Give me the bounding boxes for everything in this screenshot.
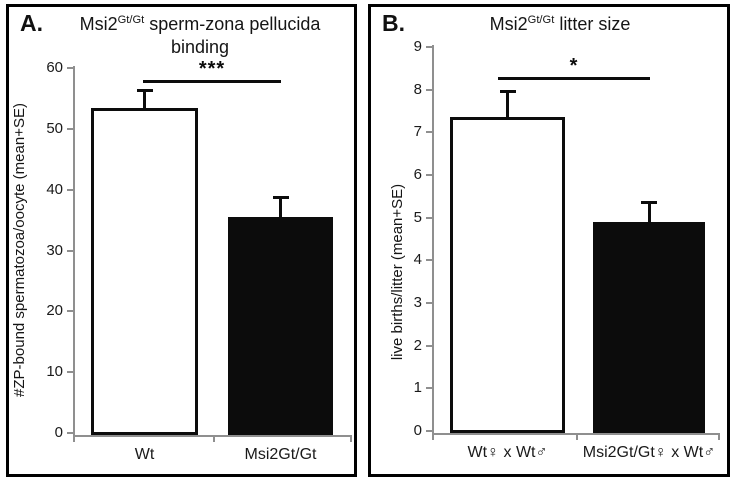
panel-a-title: Msi2Gt/Gt sperm-zona pellucida binding	[55, 13, 345, 59]
y-axis-tick	[426, 88, 432, 91]
y-tick-label: 10	[46, 363, 63, 381]
y-tick-label: 50	[46, 119, 63, 137]
y-tick-label: 30	[46, 241, 63, 259]
y-tick-label: 20	[46, 302, 63, 320]
y-axis-tick	[426, 430, 432, 432]
y-axis-tick	[426, 131, 432, 134]
x-axis-tick	[213, 435, 215, 442]
error-bar-stem	[279, 195, 282, 218]
error-bar-cap	[641, 200, 657, 204]
y-tick-label: 9	[413, 38, 422, 55]
error-bar-stem	[506, 89, 509, 118]
y-axis-tick	[426, 216, 432, 219]
error-bar-cap	[499, 89, 516, 93]
error-bar-stem	[143, 89, 146, 108]
x-axis-tick	[432, 433, 434, 440]
panel-label-b: B.	[382, 10, 405, 36]
x-axis	[73, 435, 352, 437]
y-axis-tick	[67, 310, 73, 313]
y-tick-label: 7	[413, 123, 422, 141]
error-bar-stem	[647, 200, 651, 222]
category-label: Wt♀ x Wt♂	[467, 444, 548, 461]
y-axis-tick	[426, 344, 432, 347]
panel-b: B. Msi2Gt/Gt litter size live births/lit…	[368, 4, 730, 477]
y-axis-tick	[426, 387, 432, 390]
y-tick-label: 60	[46, 59, 63, 76]
x-axis-tick	[718, 433, 720, 440]
y-axis-tick	[67, 432, 73, 434]
panel-b-title: Msi2Gt/Gt litter size	[410, 13, 710, 36]
bar-mutant	[228, 217, 333, 435]
y-axis-tick	[426, 302, 432, 304]
y-tick-label: 6	[413, 166, 422, 183]
significance-stars: ***	[198, 58, 226, 80]
panel-a-title-gene: Msi2	[79, 14, 118, 34]
y-tick-label: 3	[413, 294, 422, 311]
x-axis-tick	[576, 433, 578, 440]
y-axis-tick	[67, 127, 73, 130]
category-label: Msi2Gt/Gt	[244, 446, 317, 463]
y-axis-tick	[67, 371, 73, 374]
y-tick-label: 4	[413, 251, 422, 269]
y-tick-label: 0	[413, 422, 422, 439]
y-axis	[73, 66, 75, 437]
y-axis-tick	[67, 188, 73, 191]
y-tick-label: 1	[413, 379, 422, 397]
category-label: Msi2Gt/Gt♀ x Wt♂	[582, 444, 716, 461]
y-axis-tick	[426, 259, 432, 262]
y-tick-label: 0	[54, 424, 63, 441]
error-bar-cap	[272, 195, 289, 199]
significance-line	[498, 77, 650, 80]
x-axis-tick	[73, 435, 75, 442]
panel-a-title-genotype-superscript: Gt/Gt	[117, 14, 145, 26]
y-tick-label: 5	[413, 208, 422, 226]
panel-label-a: A.	[20, 10, 43, 36]
significance-line	[143, 80, 281, 83]
y-axis-tick	[426, 46, 432, 48]
panel-b-title-gene: Msi2	[489, 14, 528, 34]
panel-a-plot-area: 0 10 20 30 40 50 60 Wt Msi2Gt/Gt ***	[9, 7, 354, 474]
y-axis-tick	[67, 249, 73, 252]
error-bar-cap	[136, 89, 153, 93]
y-axis-tick	[67, 67, 73, 69]
y-tick-label: 40	[46, 180, 63, 198]
y-axis-tick	[426, 174, 432, 176]
bar-mutant	[593, 221, 705, 433]
panel-a-title-rest: sperm-zona pellucida binding	[144, 14, 321, 57]
y-axis	[432, 45, 434, 435]
y-tick-label: 2	[413, 336, 422, 354]
panel-b-title-rest: litter size	[554, 14, 631, 34]
bar-wildtype	[91, 107, 198, 435]
y-tick-label: 8	[413, 80, 422, 98]
category-label: Wt	[134, 446, 155, 463]
panel-a: A. Msi2Gt/Gt sperm-zona pellucida bindin…	[6, 4, 357, 477]
panel-b-plot-area: 0 1 2 3 4 5 6 7 8 9 Wt♀ x Wt♂ Msi2Gt/Gt♀ x Wt♂ *	[371, 7, 727, 474]
panel-b-title-genotype-superscript: Gt/Gt	[527, 14, 555, 26]
bar-wildtype	[450, 117, 565, 433]
x-axis-tick	[350, 435, 352, 442]
significance-stars: *	[569, 55, 579, 77]
